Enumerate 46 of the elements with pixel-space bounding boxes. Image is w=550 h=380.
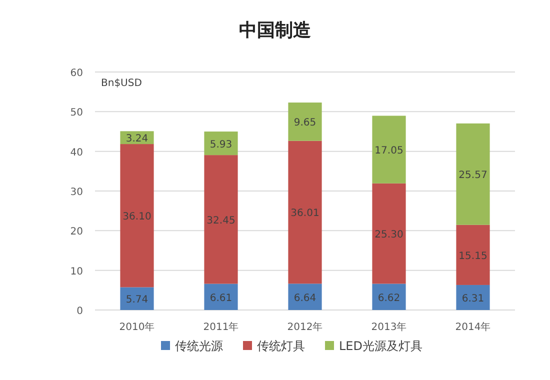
data-label: 5.93 <box>210 139 232 150</box>
x-tick-label: 2011年 <box>203 321 239 333</box>
bar <box>372 183 406 284</box>
y-tick-label: 0 <box>76 306 83 317</box>
data-label: 5.74 <box>126 294 148 306</box>
y-tick-label: 50 <box>70 108 83 119</box>
data-label: 3.24 <box>126 134 148 145</box>
bar <box>456 284 490 310</box>
bar <box>372 284 406 310</box>
y-tick-label: 10 <box>70 266 83 278</box>
legend-label: 传统光源 <box>175 339 223 353</box>
data-label: 36.01 <box>290 208 320 220</box>
data-label: 15.15 <box>458 250 488 262</box>
data-label: 9.65 <box>294 118 316 129</box>
bar <box>288 102 322 141</box>
y-tick-label: 20 <box>70 226 83 238</box>
bar <box>288 284 322 310</box>
data-label: 17.05 <box>374 146 404 157</box>
bar <box>204 284 238 310</box>
x-tick-label: 2013年 <box>371 321 407 333</box>
y-tick-label: 60 <box>70 68 83 79</box>
data-label: 6.31 <box>462 293 484 304</box>
data-label: 36.10 <box>122 212 152 223</box>
bar <box>456 224 490 285</box>
bar <box>120 287 154 310</box>
legend-label: 传统灯具 <box>257 339 305 353</box>
x-tick-label: 2014年 <box>455 321 491 333</box>
data-label: 6.62 <box>378 292 400 304</box>
bar <box>372 116 406 184</box>
data-label: 25.30 <box>374 230 404 241</box>
chart-title: 中国制造 <box>239 20 311 41</box>
bar <box>204 155 238 284</box>
bar <box>288 140 322 284</box>
data-label: 6.64 <box>294 292 316 304</box>
data-label: 6.61 <box>210 292 232 304</box>
annotation: Bn$USD <box>101 78 142 89</box>
y-tick-label: 40 <box>70 147 83 158</box>
x-tick-label: 2012年 <box>287 321 323 333</box>
x-tick-label: 2010年 <box>119 321 155 333</box>
data-label: 25.57 <box>458 170 488 182</box>
y-tick-label: 30 <box>70 187 83 198</box>
bar <box>204 132 238 156</box>
legend-label: LED光源及灯具 <box>339 339 423 353</box>
data-label: 32.45 <box>206 215 236 226</box>
bar <box>120 144 154 288</box>
bar <box>456 123 490 225</box>
